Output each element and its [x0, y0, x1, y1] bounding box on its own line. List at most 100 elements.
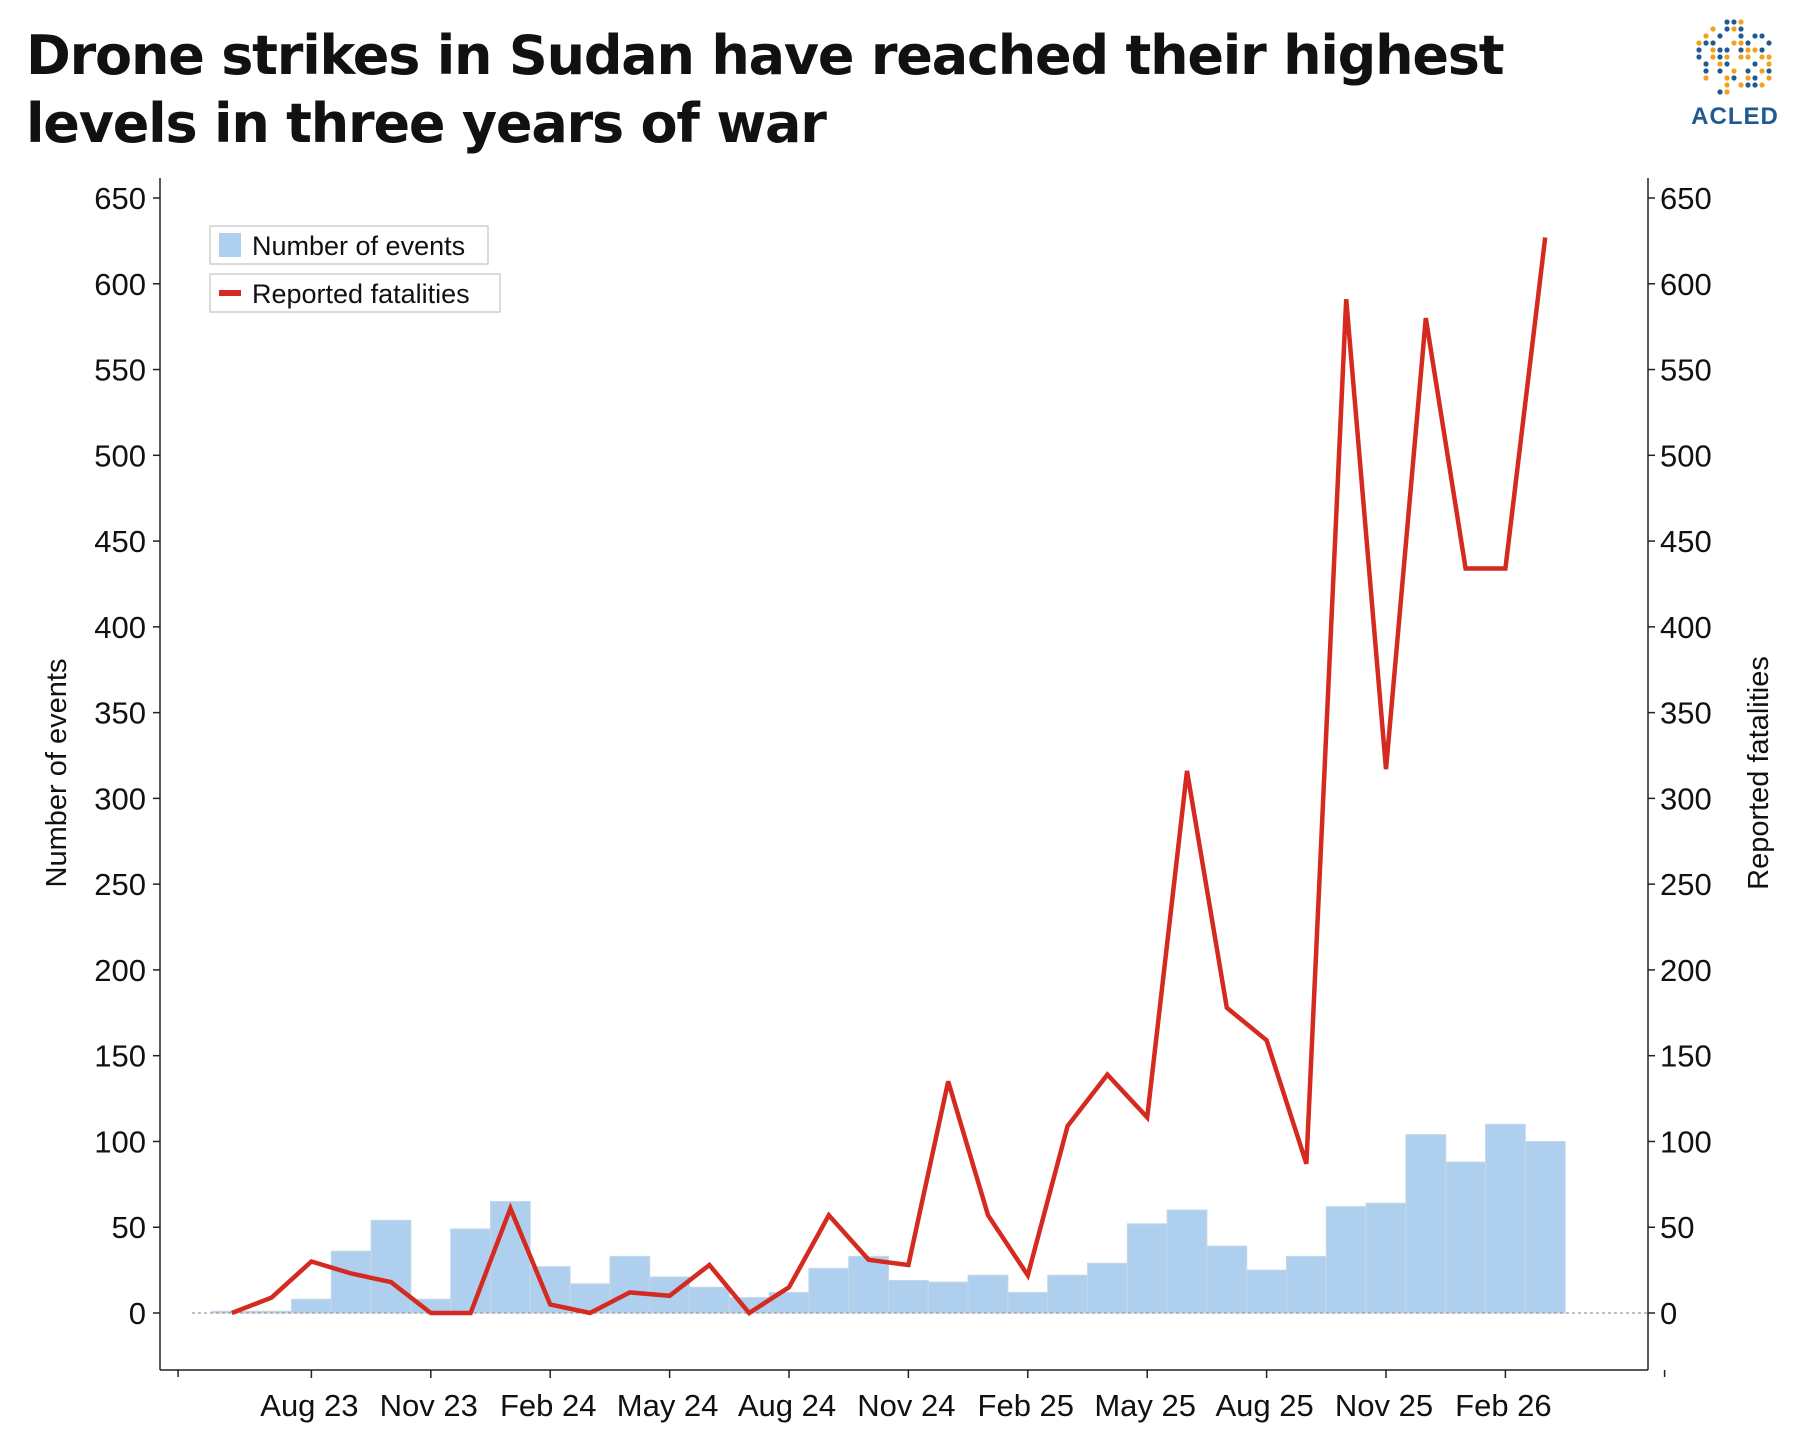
- logo-dot-4: [1724, 26, 1730, 32]
- left-tick-label-50: 50: [112, 1210, 146, 1245]
- logo-dot-19: [1696, 47, 1702, 53]
- axes: [159, 178, 1649, 1371]
- left-tick-label-650: 650: [94, 181, 146, 216]
- logo-dot-54: [1745, 82, 1751, 88]
- left-tick-label-550: 550: [94, 353, 146, 388]
- logo-dot-30: [1724, 54, 1730, 60]
- logo-dot-48: [1731, 75, 1737, 81]
- bar-2023-10: [370, 1219, 412, 1314]
- logo-dot-50: [1752, 75, 1758, 81]
- x-tick-label-Aug-25: Aug 25: [1215, 1388, 1313, 1423]
- right-tick-label-200: 200: [1660, 953, 1712, 988]
- left-tick-label-450: 450: [94, 524, 146, 559]
- logo-dot-24: [1745, 47, 1751, 53]
- bar-2024-12: [927, 1281, 969, 1314]
- logo-dot-21: [1717, 47, 1723, 53]
- logo-dot-5: [1731, 26, 1737, 32]
- bar-2025-03: [1047, 1274, 1088, 1314]
- logo-dot-43: [1745, 68, 1751, 74]
- bar-2024-01: [490, 1201, 531, 1314]
- bar-2023-09: [330, 1250, 372, 1314]
- x-tick-label-Feb-26: Feb 26: [1455, 1388, 1552, 1423]
- logo-dot-58: [1724, 89, 1730, 95]
- logo-dot-37: [1724, 61, 1730, 67]
- bar-2024-11: [888, 1279, 929, 1314]
- left-tick-label-300: 300: [94, 781, 146, 816]
- bar-2025-05: [1126, 1223, 1168, 1314]
- bar-2025-07: [1206, 1245, 1248, 1314]
- logo-dot-15: [1731, 40, 1737, 46]
- right-tick-label-600: 600: [1660, 267, 1712, 302]
- right-tick-label-650: 650: [1660, 181, 1712, 216]
- logo-dot-18: [1766, 40, 1772, 46]
- bar-2025-10: [1325, 1206, 1367, 1314]
- bar-2026-02: [1485, 1123, 1526, 1314]
- bar-2026-03: [1524, 1140, 1566, 1314]
- left-axis-title: Number of events: [41, 659, 73, 888]
- left-tick-label-400: 400: [94, 610, 146, 645]
- bar-2025-06: [1166, 1209, 1208, 1314]
- logo-dot-46: [1703, 75, 1709, 81]
- logo-dot-42: [1731, 68, 1737, 74]
- bar-2025-11: [1365, 1202, 1407, 1314]
- logo-dot-51: [1766, 75, 1772, 81]
- logo-dot-56: [1759, 82, 1765, 88]
- right-tick-label-250: 250: [1660, 867, 1712, 902]
- left-tick-label-500: 500: [94, 438, 146, 473]
- left-y-ticks: 0 50 100 150 200 250 300 350 400 450 500 550 600 650: [94, 181, 160, 1331]
- logo-dot-0: [1724, 19, 1730, 25]
- legend-box-events: [209, 225, 489, 265]
- bar-2025-09: [1286, 1255, 1327, 1314]
- x-ticks: Aug 23 Nov 23 Feb 24 May 24 Aug 24 Nov 24 Feb …: [177, 1370, 1666, 1423]
- logo-dot-10: [1752, 33, 1758, 39]
- left-tick-label-150: 150: [94, 1039, 146, 1074]
- x-tick-label-Nov-24: Nov 24: [857, 1388, 955, 1423]
- x-tick-label-Feb-24: Feb 24: [500, 1388, 597, 1423]
- logo-dot-16: [1738, 40, 1744, 46]
- right-tick-label-350: 350: [1660, 696, 1712, 731]
- right-tick-label-550: 550: [1660, 353, 1712, 388]
- logo-dot-22: [1724, 47, 1730, 53]
- acled-logo: [1696, 19, 1772, 95]
- legend-swatch-events: [219, 233, 241, 257]
- logo-dot-35: [1703, 61, 1709, 67]
- logo-dot-32: [1745, 54, 1751, 60]
- logo-dot-29: [1717, 54, 1723, 60]
- logo-dot-53: [1738, 82, 1744, 88]
- logo-dot-23: [1738, 47, 1744, 53]
- bar-2025-01: [967, 1274, 1009, 1314]
- bar-2025-12: [1405, 1134, 1447, 1314]
- logo-dot-33: [1759, 54, 1765, 60]
- logo-dot-12: [1696, 40, 1702, 46]
- logo-dot-55: [1752, 82, 1758, 88]
- bar-2024-10: [848, 1255, 890, 1314]
- right-y-ticks: 0 50 100 150 200 250 300 350 400 450 500 550 600 650: [1648, 181, 1712, 1331]
- events-bars: [211, 1123, 1566, 1314]
- bar-2023-08: [291, 1298, 332, 1314]
- logo-dot-17: [1745, 40, 1751, 46]
- logo-dot-40: [1703, 68, 1709, 74]
- left-tick-label-100: 100: [94, 1124, 146, 1159]
- x-tick-label-Feb-25: Feb 25: [978, 1388, 1075, 1423]
- x-tick-label-Aug-23: Aug 23: [260, 1388, 358, 1423]
- logo-dot-27: [1696, 54, 1702, 60]
- logo-dot-36: [1717, 61, 1723, 67]
- logo-dot-20: [1710, 47, 1716, 53]
- right-tick-label-150: 150: [1660, 1039, 1712, 1074]
- logo-dot-31: [1738, 54, 1744, 60]
- logo-dot-57: [1717, 89, 1723, 95]
- right-tick-label-0: 0: [1660, 1296, 1677, 1331]
- logo-dot-14: [1710, 40, 1716, 46]
- logo-dot-8: [1717, 33, 1723, 39]
- logo-dot-13: [1703, 40, 1709, 46]
- bar-2026-01: [1445, 1161, 1486, 1314]
- x-tick-label-Nov-25: Nov 25: [1335, 1388, 1433, 1423]
- fatalities-line: [230, 237, 1548, 1316]
- logo-dot-2: [1738, 19, 1744, 25]
- logo-dot-6: [1738, 26, 1744, 32]
- x-tick-label-Nov-23: Nov 23: [380, 1388, 478, 1423]
- legend: Number of events Reported fatalities: [209, 225, 501, 313]
- logo-dot-3: [1710, 26, 1716, 32]
- logo-dot-28: [1710, 54, 1716, 60]
- logo-dot-38: [1752, 61, 1758, 67]
